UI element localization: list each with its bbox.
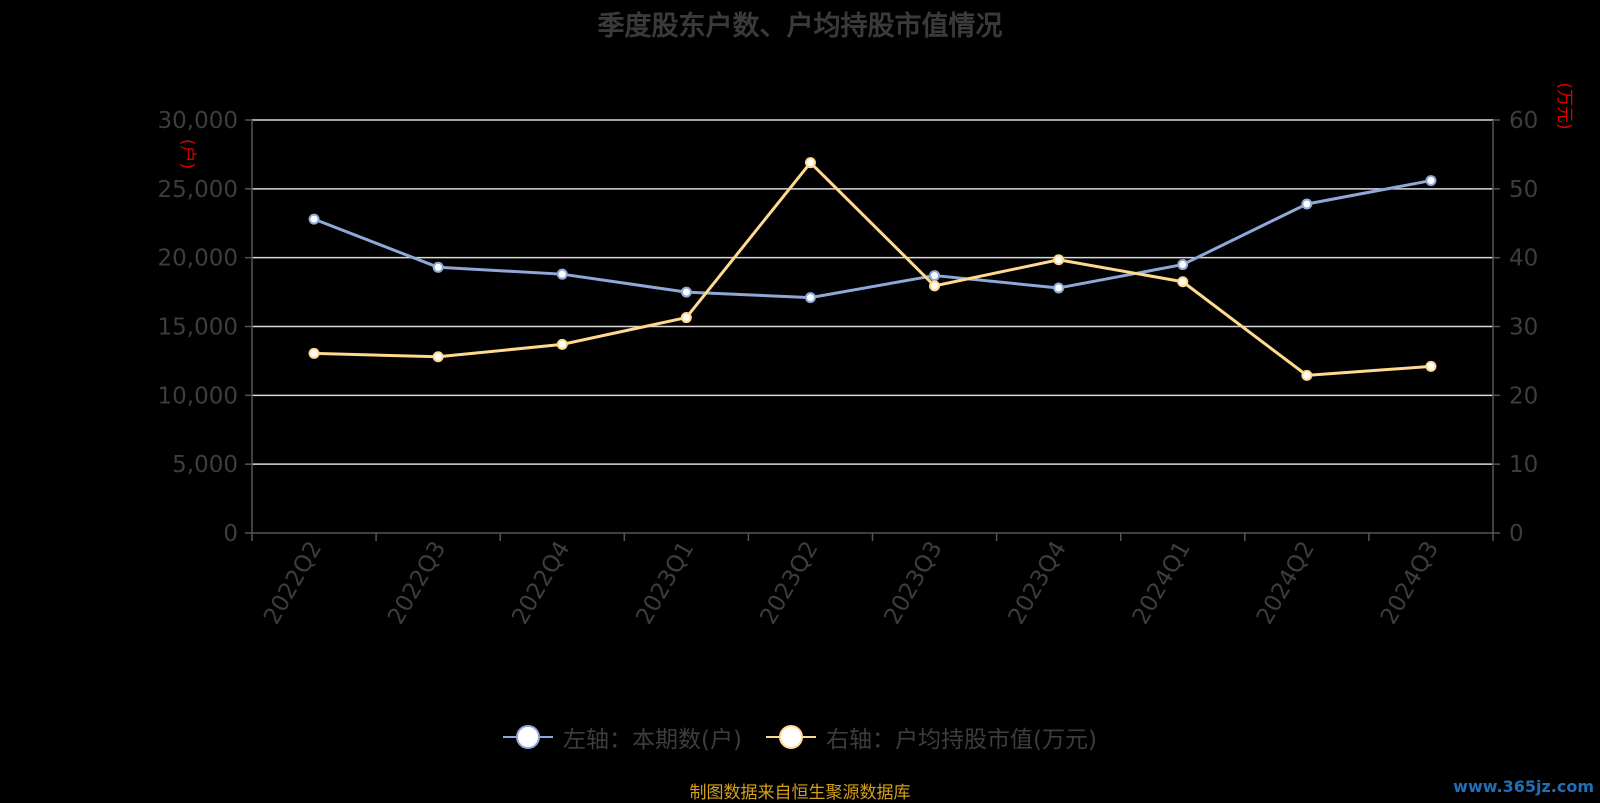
data-source-note: 制图数据来自恒生聚源数据库 <box>689 783 911 803</box>
series-0-point <box>680 286 692 298</box>
series-1-point <box>804 157 816 169</box>
x-axis-category-label: 2023Q3 <box>880 537 948 629</box>
right-axis-tick-label: 20 <box>1509 383 1538 409</box>
x-axis-category-label: 2023Q4 <box>1004 537 1072 629</box>
series-1-point <box>1425 360 1437 372</box>
right-axis-tick-label: 60 <box>1509 108 1538 134</box>
left-axis-unit-label: (户) <box>177 139 197 169</box>
series-0-point <box>556 268 568 280</box>
series-0-point <box>1301 198 1313 210</box>
series-0-point <box>804 292 816 304</box>
chart-legend: 左轴：本期数(户) 右轴：户均持股市值(万元) <box>0 720 1600 754</box>
x-axis-category-label: 2022Q4 <box>507 537 575 629</box>
series-1-point <box>432 351 444 363</box>
left-axis-tick-label: 15,000 <box>158 315 238 341</box>
left-axis-tick-label: 5,000 <box>172 452 238 478</box>
left-axis-tick-label: 30,000 <box>158 108 238 134</box>
right-axis-unit-label: (万元) <box>1554 82 1574 129</box>
x-axis-category-label: 2024Q1 <box>1128 537 1196 629</box>
legend-label-right: 右轴：户均持股市值(万元) <box>826 727 1097 753</box>
series-1-line <box>314 161 1432 377</box>
left-axis-tick-label: 0 <box>223 521 238 547</box>
chart-title: 季度股东户数、户均持股市值情况 <box>597 11 1003 42</box>
series-1-point <box>1053 254 1065 266</box>
right-axis-tick-label: 50 <box>1509 177 1538 203</box>
legend-item-right[interactable]: 右轴：户均持股市值(万元) <box>766 720 1097 754</box>
legend-item-left[interactable]: 左轴：本期数(户) <box>503 720 742 754</box>
x-axis-category-label: 2022Q2 <box>259 537 327 629</box>
legend-label-left: 左轴：本期数(户) <box>563 727 742 753</box>
x-axis-category-label: 2024Q3 <box>1376 537 1444 629</box>
right-axis-tick-label: 10 <box>1509 452 1538 478</box>
left-axis-tick-label: 10,000 <box>158 383 238 409</box>
legend-swatch-left-icon <box>503 724 554 750</box>
series-0-point <box>1425 175 1437 187</box>
series-0-point <box>929 270 941 282</box>
x-axis-category-label: 2024Q2 <box>1252 537 1320 629</box>
x-axis-category-label: 2023Q2 <box>755 537 823 629</box>
series-1-point <box>1177 276 1189 288</box>
series-1-point <box>1301 369 1313 381</box>
series-0-line <box>313 179 1432 300</box>
right-axis-tick-label: 30 <box>1509 315 1538 341</box>
x-axis-category-label: 2022Q3 <box>383 537 451 629</box>
series-1-point <box>929 280 941 292</box>
legend-swatch-right-icon <box>766 724 816 750</box>
series-1-point <box>556 338 568 350</box>
series-0-point <box>308 213 320 225</box>
series-0-point <box>1053 282 1065 294</box>
right-axis-tick-label: 0 <box>1509 521 1524 547</box>
left-axis-tick-label: 20,000 <box>158 246 238 272</box>
series-0-point <box>432 261 444 273</box>
left-axis-tick-label: 25,000 <box>158 177 238 203</box>
site-watermark: www.365jz.com <box>1453 777 1594 796</box>
x-axis-category-label: 2023Q1 <box>631 537 699 629</box>
series-0-point <box>1177 259 1189 271</box>
series-1-point <box>680 312 692 324</box>
right-axis-tick-label: 40 <box>1509 246 1538 272</box>
series-1-point <box>308 347 320 359</box>
